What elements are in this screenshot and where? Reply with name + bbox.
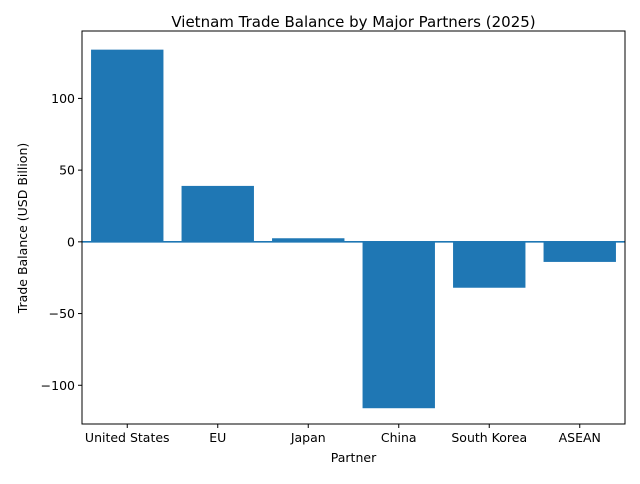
x-axis-title: Partner — [331, 450, 377, 465]
chart-title: Vietnam Trade Balance by Major Partners … — [171, 13, 535, 31]
y-tick-label: −100 — [41, 378, 75, 393]
bar-united-states — [91, 49, 164, 242]
axes-border — [81, 30, 626, 425]
bar-asean — [543, 241, 616, 262]
bar-south-korea — [453, 241, 526, 288]
x-tick-label: China — [381, 430, 417, 445]
x-tick-label: EU — [209, 430, 226, 445]
x-tick-label: South Korea — [451, 430, 527, 445]
x-tick-label: Japan — [290, 430, 326, 445]
bar-japan — [272, 238, 345, 242]
y-tick-label: 100 — [51, 91, 75, 106]
y-axis-title: Trade Balance (USD Billion) — [15, 143, 30, 315]
y-tick-label: −50 — [49, 306, 75, 321]
x-tick-label: ASEAN — [559, 430, 601, 445]
x-tick-label: United States — [85, 430, 170, 445]
bar-china — [362, 241, 435, 409]
bars-layer — [91, 49, 616, 409]
axes-frame — [81, 30, 626, 425]
y-tick-label: 0 — [67, 234, 75, 249]
y-tick-label: 50 — [59, 163, 75, 178]
y-axis-ticks: −100 −50 0 50 100 — [41, 91, 82, 393]
x-axis-ticks: United States EU Japan China South Korea ASEA… — [85, 424, 601, 445]
bar-eu — [181, 185, 254, 242]
